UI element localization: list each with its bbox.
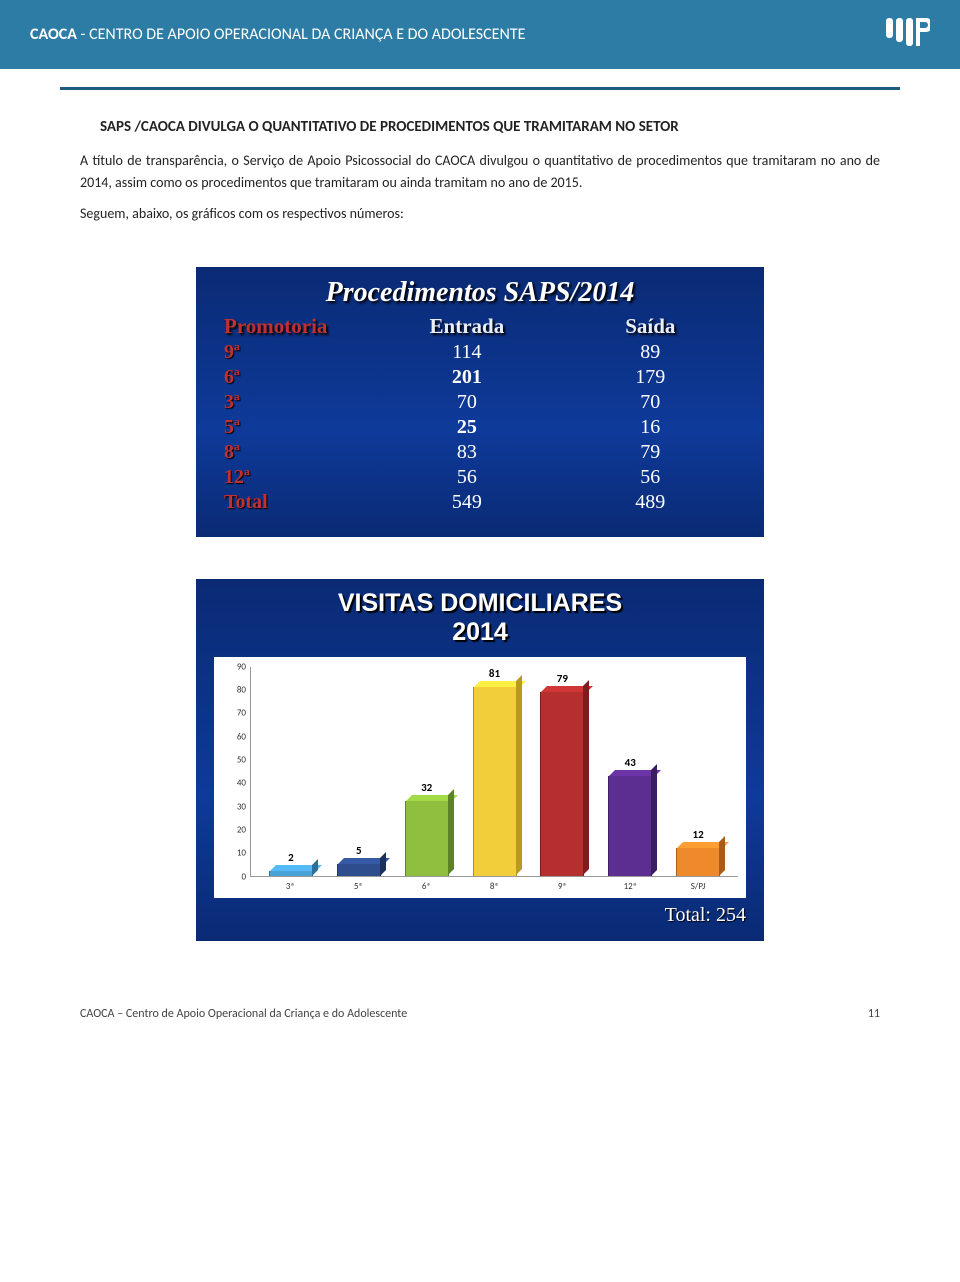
procedimentos-table: Promotoria Entrada Saída 9ª114896ª201179… (218, 313, 742, 515)
x-axis-labels: 3ª5ª6ª8ª9ª12ªS/PJ (250, 877, 738, 892)
bar-slot: 79 (528, 667, 596, 876)
chart-slide-body: VISITAS DOMICILIARES 2014 0 10 20 30 40 50 60 7… (196, 579, 764, 941)
y-tick: 80 (237, 684, 246, 695)
cell-entrada: 201 (375, 365, 558, 390)
table-slide: Procedimentos SAPS/2014 Promotoria Entra… (190, 261, 770, 543)
bars-row: 253281794312 (251, 667, 738, 876)
cell-promotoria: Total (218, 490, 375, 515)
bar-slot: 43 (596, 667, 664, 876)
cell-saida: 70 (559, 390, 742, 415)
bar-value-label: 12 (677, 828, 719, 841)
bar: 81 (473, 687, 517, 875)
table-row: 5ª2516 (218, 415, 742, 440)
cell-entrada: 56 (375, 465, 558, 490)
bar: 43 (608, 776, 652, 876)
cell-saida: 16 (559, 415, 742, 440)
th-entrada: Entrada (375, 313, 558, 340)
th-promotoria: Promotoria (218, 313, 375, 340)
cell-promotoria: 5ª (218, 415, 375, 440)
bar-slot: 32 (393, 667, 461, 876)
table-row: 12ª5656 (218, 465, 742, 490)
cell-promotoria: 6ª (218, 365, 375, 390)
header-org-short: CAOCA (30, 25, 77, 44)
chart-slide: VISITAS DOMICILIARES 2014 0 10 20 30 40 50 60 7… (190, 573, 770, 947)
footer-text: CAOCA – Centro de Apoio Operacional da C… (80, 1007, 407, 1021)
x-tick-label: S/PJ (664, 881, 732, 892)
table-row: 3ª7070 (218, 390, 742, 415)
bar-value-label: 2 (270, 851, 312, 864)
cell-saida: 89 (559, 340, 742, 365)
page-footer: CAOCA – Centro de Apoio Operacional da C… (0, 987, 960, 1045)
x-tick-label: 3ª (256, 881, 324, 892)
y-tick: 40 (237, 778, 246, 789)
header-bar: CAOCA - CENTRO DE APOIO OPERACIONAL DA C… (0, 0, 960, 69)
mp-logo-icon (882, 14, 930, 55)
table-row: 6ª201179 (218, 365, 742, 390)
bar: 32 (405, 801, 449, 875)
y-tick: 70 (237, 708, 246, 719)
page-number: 11 (868, 1007, 880, 1021)
bar: 12 (676, 848, 720, 876)
chart-total: Total: 254 (214, 904, 746, 927)
x-tick-label: 8ª (460, 881, 528, 892)
x-tick-label: 6ª (392, 881, 460, 892)
bar-value-label: 32 (406, 781, 448, 794)
header-title: CAOCA - CENTRO DE APOIO OPERACIONAL DA C… (30, 25, 525, 44)
cell-promotoria: 12ª (218, 465, 375, 490)
cell-saida: 56 (559, 465, 742, 490)
chart-canvas: 0102030405060708090 253281794312 3ª5ª6ª8… (214, 657, 746, 898)
bar-slot: 81 (461, 667, 529, 876)
section-title: SAPS /CAOCA DIVULGA O QUANTITATIVO DE PR… (100, 118, 880, 136)
cell-saida: 79 (559, 440, 742, 465)
plot-area: 253281794312 (250, 667, 738, 877)
x-tick-label: 12ª (596, 881, 664, 892)
table-slide-title: Procedimentos SAPS/2014 (218, 277, 742, 309)
y-tick: 60 (237, 731, 246, 742)
table-row: 9ª11489 (218, 340, 742, 365)
chart-title-line1: VISITAS DOMICILIARES (338, 589, 622, 617)
cell-saida: 179 (559, 365, 742, 390)
th-saida: Saída (559, 313, 742, 340)
y-tick: 10 (237, 848, 246, 859)
cell-entrada: 70 (375, 390, 558, 415)
bar-value-label: 5 (338, 844, 380, 857)
y-tick: 50 (237, 754, 246, 765)
bar-value-label: 43 (609, 756, 651, 769)
chart-title: VISITAS DOMICILIARES 2014 (214, 589, 746, 647)
x-tick-label: 5ª (324, 881, 392, 892)
bar-slot: 5 (325, 667, 393, 876)
table-row: 8ª8379 (218, 440, 742, 465)
cell-entrada: 549 (375, 490, 558, 515)
bar-value-label: 81 (474, 667, 516, 680)
bar-value-label: 79 (541, 672, 583, 685)
paragraph-2: Seguem, abaixo, os gráficos com os respe… (80, 203, 880, 225)
cell-entrada: 83 (375, 440, 558, 465)
y-tick: 0 (241, 871, 246, 882)
header-org-long: - CENTRO DE APOIO OPERACIONAL DA CRIANÇA… (77, 25, 525, 44)
cell-promotoria: 9ª (218, 340, 375, 365)
cell-entrada: 114 (375, 340, 558, 365)
y-tick: 90 (237, 661, 246, 672)
cell-promotoria: 3ª (218, 390, 375, 415)
table-slide-body: Procedimentos SAPS/2014 Promotoria Entra… (196, 267, 764, 537)
cell-saida: 489 (559, 490, 742, 515)
y-axis: 0102030405060708090 (222, 667, 250, 877)
table-row: Total549489 (218, 490, 742, 515)
page-content: SAPS /CAOCA DIVULGA O QUANTITATIVO DE PR… (0, 90, 960, 987)
table-header-row: Promotoria Entrada Saída (218, 313, 742, 340)
bar: 5 (337, 864, 381, 876)
bar: 79 (540, 692, 584, 875)
y-tick: 20 (237, 824, 246, 835)
chart-area: 0102030405060708090 253281794312 (222, 667, 738, 877)
cell-entrada: 25 (375, 415, 558, 440)
paragraph-1: A título de transparência, o Serviço de … (80, 150, 880, 193)
x-tick-label: 9ª (528, 881, 596, 892)
cell-promotoria: 8ª (218, 440, 375, 465)
y-tick: 30 (237, 801, 246, 812)
bar-slot: 12 (664, 667, 732, 876)
chart-title-line2: 2014 (452, 618, 508, 646)
bar-slot: 2 (257, 667, 325, 876)
bar: 2 (269, 871, 313, 876)
